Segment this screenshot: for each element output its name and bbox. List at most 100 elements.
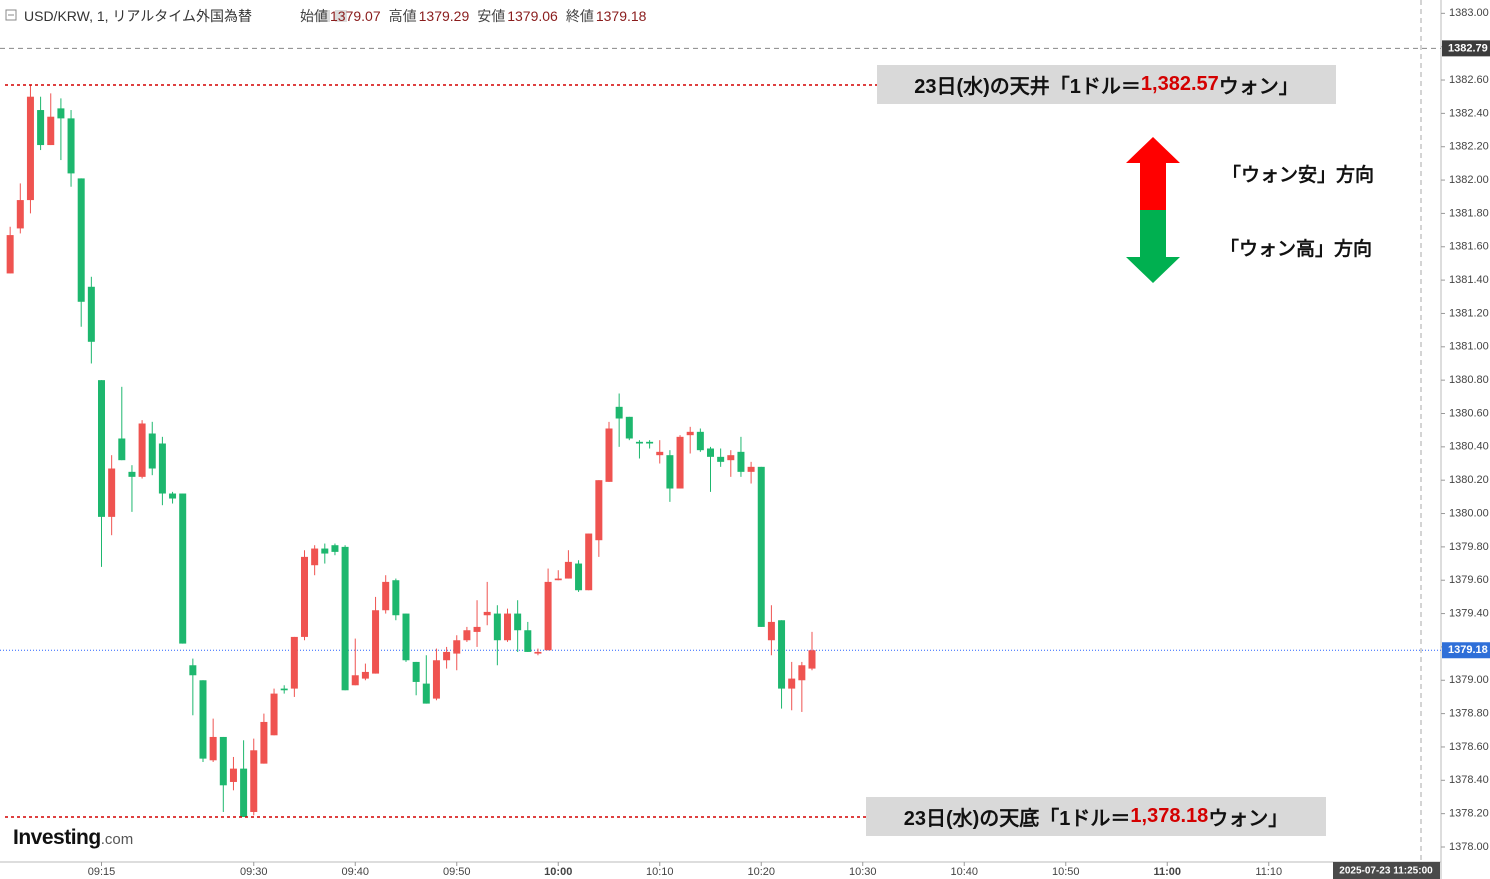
candle-body [351, 675, 359, 686]
ohlc-value: 1379.07 [330, 8, 381, 24]
candle-body [412, 661, 420, 682]
ohlc-label: 始値 [300, 8, 329, 24]
x-tick-label: 10:40 [950, 866, 978, 878]
candle-body [646, 441, 654, 444]
candle-body [757, 466, 765, 627]
annotation-box: 23日(水)の天底「1ドル＝ 1,378.18 ウォン」 [866, 796, 1326, 836]
candle-body [737, 451, 745, 472]
y-tick-label: 1380.60 [1449, 407, 1489, 419]
candle-body [605, 428, 613, 482]
y-tick-label: 1378.80 [1449, 708, 1489, 720]
candle-body [158, 443, 166, 494]
x-tick-label: 09:30 [240, 866, 268, 878]
candle-body [199, 680, 207, 759]
candle-body [564, 561, 572, 579]
logo-text: Investing [13, 826, 101, 849]
candle-body [392, 580, 400, 616]
crosshair-time-box [1333, 862, 1440, 879]
candle-body [554, 578, 562, 581]
ohlc-value: 1379.18 [595, 8, 647, 24]
y-tick-label: 1378.60 [1449, 741, 1489, 753]
settings-icon[interactable] [335, 10, 347, 22]
candle-body [108, 468, 116, 517]
candle-body [422, 683, 430, 704]
candle-body [686, 431, 694, 436]
ohlc-value: 1379.06 [507, 8, 558, 24]
y-tick-label: 1378.00 [1449, 841, 1489, 853]
candle-body [240, 768, 248, 817]
ohlc-label: 安値 [477, 8, 506, 24]
candle-body [524, 630, 532, 652]
candle-body [463, 630, 471, 641]
x-tick-label: 10:50 [1052, 866, 1080, 878]
candle-body [575, 563, 583, 591]
x-tick-label: 10:30 [849, 866, 877, 878]
candle-body [47, 116, 55, 146]
candle-body [229, 768, 237, 782]
candle-body [138, 423, 146, 477]
candle-body [331, 545, 339, 552]
candle-body [372, 610, 380, 674]
y-tick-label: 1381.60 [1449, 241, 1489, 253]
candle-body [6, 235, 14, 274]
candle-body [67, 118, 75, 174]
logo: Investing.com [13, 826, 133, 850]
y-tick-label: 1383.00 [1449, 7, 1489, 19]
candle-body [443, 651, 451, 661]
y-tick-label: 1378.40 [1449, 774, 1489, 786]
y-tick-label: 1380.00 [1449, 507, 1489, 519]
candle-body [696, 431, 704, 451]
candle-body [534, 651, 542, 654]
crosshair-price-box [1442, 40, 1490, 57]
annotation-text: 23日(水)の天井「1ドル＝ [914, 76, 1141, 99]
candle-body [290, 636, 298, 689]
arrow-up [1126, 137, 1180, 210]
candle-body [635, 441, 643, 444]
x-tick-label: 10:10 [646, 866, 674, 878]
candle-body [179, 493, 187, 644]
y-tick-label: 1378.20 [1449, 808, 1489, 820]
candle-body [493, 613, 501, 641]
crosshair-time: 2025-07-23 11:25:00 [1339, 866, 1433, 877]
y-tick-label: 1382.20 [1449, 141, 1489, 153]
candle-body [808, 650, 816, 669]
candle-body [402, 613, 410, 661]
y-tick-label: 1379.00 [1449, 674, 1489, 686]
candle-body [788, 678, 796, 689]
candle-body [361, 671, 369, 679]
x-tick-label: 09:15 [88, 866, 116, 878]
x-tick-label: 11:10 [1255, 866, 1282, 878]
direction-label: 「ウォン安」方向 [1222, 164, 1375, 186]
candle-body [128, 471, 136, 477]
candle-body [585, 533, 593, 591]
y-tick-label: 1381.80 [1449, 207, 1489, 219]
annotation-text: ウォン」 [1208, 807, 1289, 830]
candle-body [656, 451, 664, 456]
y-tick-label: 1381.00 [1449, 341, 1489, 353]
candle-body [625, 416, 633, 439]
candle-body [717, 456, 725, 462]
candle-body [77, 178, 85, 302]
candle-body [615, 406, 623, 419]
y-tick-label: 1380.40 [1449, 441, 1489, 453]
candle-body [666, 455, 674, 489]
direction-label: 「ウォン高」方向 [1220, 238, 1373, 260]
candle-body [169, 493, 177, 499]
x-tick-label: 09:40 [341, 866, 369, 878]
eye-icon[interactable] [318, 10, 330, 22]
annotation-box: 23日(水)の天井「1ドル＝ 1,382.57 ウォン」 [877, 65, 1336, 105]
candle-body [280, 688, 288, 691]
candle-body [595, 480, 603, 541]
candle-body [26, 96, 34, 201]
candle-body [16, 200, 24, 229]
candle-body [767, 621, 775, 641]
candle-body [341, 546, 349, 691]
annotation-value: 1,378.18 [1130, 804, 1209, 827]
x-tick-label: 10:20 [747, 866, 775, 878]
ohlc-label: 終値 [565, 8, 594, 24]
candle-body [219, 736, 227, 786]
collapse-icon[interactable] [5, 9, 17, 21]
candle-body [707, 448, 714, 457]
